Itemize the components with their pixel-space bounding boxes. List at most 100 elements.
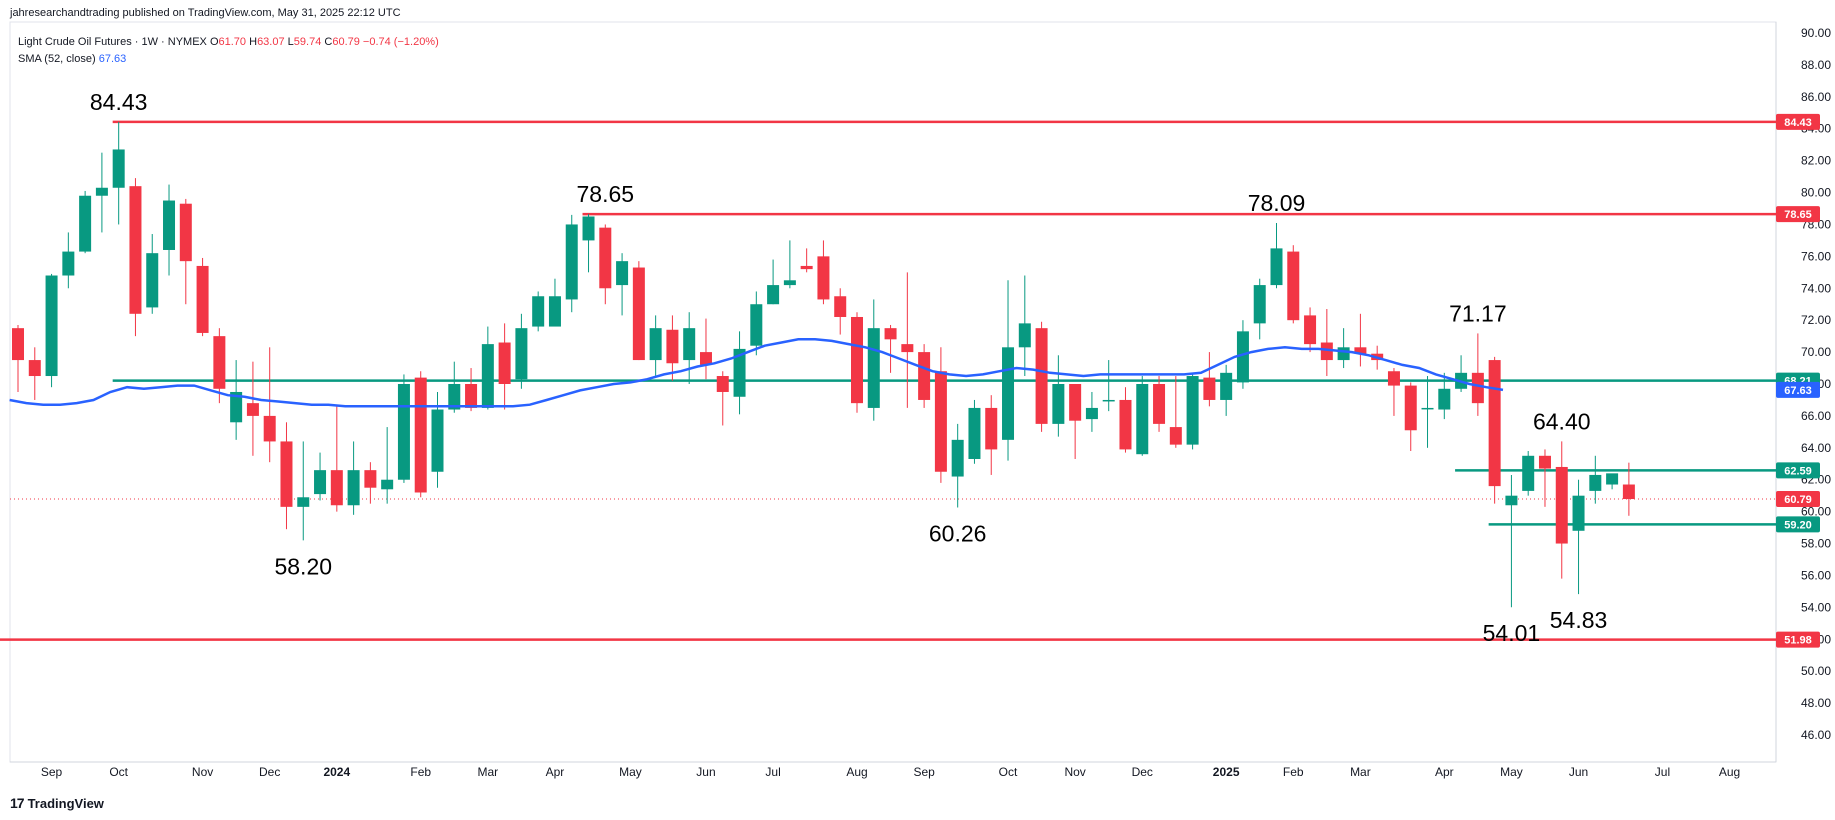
price-badge-label: 67.63 bbox=[1784, 385, 1812, 397]
candle-body bbox=[1538, 455, 1551, 469]
candle-body bbox=[397, 384, 410, 480]
price-annotation: 58.20 bbox=[274, 553, 332, 579]
candle-body bbox=[532, 296, 545, 327]
sma-line bbox=[9, 338, 1504, 408]
candle-body bbox=[1488, 360, 1501, 487]
y-tick-label: 66.00 bbox=[1801, 409, 1831, 423]
candle-body bbox=[112, 149, 125, 188]
y-tick-label: 46.00 bbox=[1801, 728, 1831, 742]
price-annotation: 78.09 bbox=[1248, 190, 1306, 216]
candle-body bbox=[1018, 323, 1031, 348]
price-annotation: 54.83 bbox=[1550, 607, 1608, 633]
candle-body bbox=[330, 470, 343, 506]
x-tick-label: Oct bbox=[109, 765, 128, 779]
candle-body bbox=[985, 407, 998, 450]
candle-body bbox=[62, 251, 75, 276]
candle-body bbox=[632, 267, 645, 361]
candle-body bbox=[1270, 248, 1283, 286]
candle-body bbox=[767, 285, 780, 305]
candle-body bbox=[1220, 372, 1233, 400]
price-badge bbox=[1776, 491, 1820, 508]
y-tick-label: 72.00 bbox=[1801, 313, 1831, 327]
candle-body bbox=[817, 256, 830, 300]
candle-body bbox=[129, 186, 142, 314]
candle-body bbox=[1287, 251, 1300, 321]
tradingview-logo-icon: 17 bbox=[10, 795, 25, 811]
candle-body bbox=[1522, 455, 1535, 491]
candle-body bbox=[297, 497, 310, 507]
high-label: H bbox=[249, 36, 258, 48]
candle-body bbox=[1035, 328, 1048, 424]
candle-body bbox=[1421, 407, 1434, 410]
candle-body bbox=[750, 304, 763, 346]
candle-body bbox=[1622, 484, 1635, 500]
y-tick-label: 60.00 bbox=[1801, 505, 1831, 519]
candle-body bbox=[683, 328, 696, 361]
y-tick-label: 58.00 bbox=[1801, 537, 1831, 551]
open-value: 61.70 bbox=[218, 36, 247, 48]
price-badge-label: 51.98 bbox=[1784, 635, 1812, 647]
symbol-label[interactable]: Light Crude Oil Futures · 1W · NYMEX bbox=[18, 36, 207, 48]
candle-body bbox=[733, 348, 746, 397]
x-tick-label: Sep bbox=[913, 765, 935, 779]
candle-body bbox=[179, 203, 192, 262]
x-tick-label: Apr bbox=[546, 765, 565, 779]
sma-value: 67.63 bbox=[98, 53, 127, 65]
price-badge bbox=[1776, 516, 1820, 533]
candle-body bbox=[1169, 427, 1182, 445]
tradingview-footer[interactable]: 17 TradingView bbox=[10, 795, 104, 811]
candle-body bbox=[28, 360, 41, 377]
candle-body bbox=[196, 265, 209, 333]
candle-body bbox=[12, 328, 24, 361]
candle-body bbox=[481, 344, 494, 408]
x-tick-label: Dec bbox=[259, 765, 280, 779]
sma-label[interactable]: SMA (52, close) bbox=[18, 53, 96, 65]
candle-body bbox=[1069, 384, 1082, 421]
candle-body bbox=[901, 344, 914, 353]
candle-body bbox=[1085, 407, 1098, 420]
candle-body bbox=[1304, 315, 1317, 345]
candle-body bbox=[1572, 495, 1585, 531]
candle-body bbox=[347, 470, 360, 506]
candle-body bbox=[314, 470, 327, 495]
x-tick-label: Jun bbox=[696, 765, 715, 779]
y-tick-label: 54.00 bbox=[1801, 600, 1831, 614]
candle-body bbox=[364, 470, 377, 488]
y-tick-label: 90.00 bbox=[1801, 26, 1831, 40]
candle-body bbox=[565, 224, 578, 300]
y-tick-label: 56.00 bbox=[1801, 568, 1831, 582]
ohlc-legend-row: Light Crude Oil Futures · 1W · NYMEX O61… bbox=[18, 34, 439, 51]
candle-body bbox=[716, 376, 729, 392]
candle-body bbox=[1404, 385, 1417, 431]
candle-body bbox=[834, 296, 847, 317]
candle-body bbox=[783, 280, 796, 286]
x-tick-label: Nov bbox=[1064, 765, 1085, 779]
candle-body bbox=[1203, 377, 1216, 400]
price-annotation: 78.65 bbox=[577, 181, 635, 207]
candle-body bbox=[163, 200, 176, 250]
candle-body bbox=[45, 275, 58, 377]
x-tick-label: Feb bbox=[410, 765, 431, 779]
y-tick-label: 48.00 bbox=[1801, 696, 1831, 710]
candle-body bbox=[649, 328, 662, 361]
candle-body bbox=[1589, 474, 1602, 491]
x-tick-label: Jul bbox=[1655, 765, 1670, 779]
low-value: 59.74 bbox=[293, 36, 322, 48]
candle-body bbox=[79, 195, 92, 252]
x-tick-label: Feb bbox=[1283, 765, 1304, 779]
candle-body bbox=[263, 415, 276, 442]
y-tick-label: 50.00 bbox=[1801, 664, 1831, 678]
price-annotation: 84.43 bbox=[90, 89, 148, 115]
candle-body bbox=[146, 253, 159, 308]
x-tick-label: Jul bbox=[765, 765, 780, 779]
x-tick-label: Dec bbox=[1132, 765, 1153, 779]
y-tick-label: 82.00 bbox=[1801, 154, 1831, 168]
candle-body bbox=[1505, 495, 1518, 506]
x-tick-label: May bbox=[1500, 765, 1523, 779]
candle-body bbox=[548, 296, 561, 327]
candle-body bbox=[699, 352, 712, 365]
candle-body bbox=[95, 187, 108, 196]
price-chart[interactable]: 46.0048.0050.0052.0054.0056.0058.0060.00… bbox=[0, 0, 1835, 790]
published-caption: jahresearchandtrading published on Tradi… bbox=[10, 7, 401, 19]
high-value: 63.07 bbox=[257, 36, 285, 48]
